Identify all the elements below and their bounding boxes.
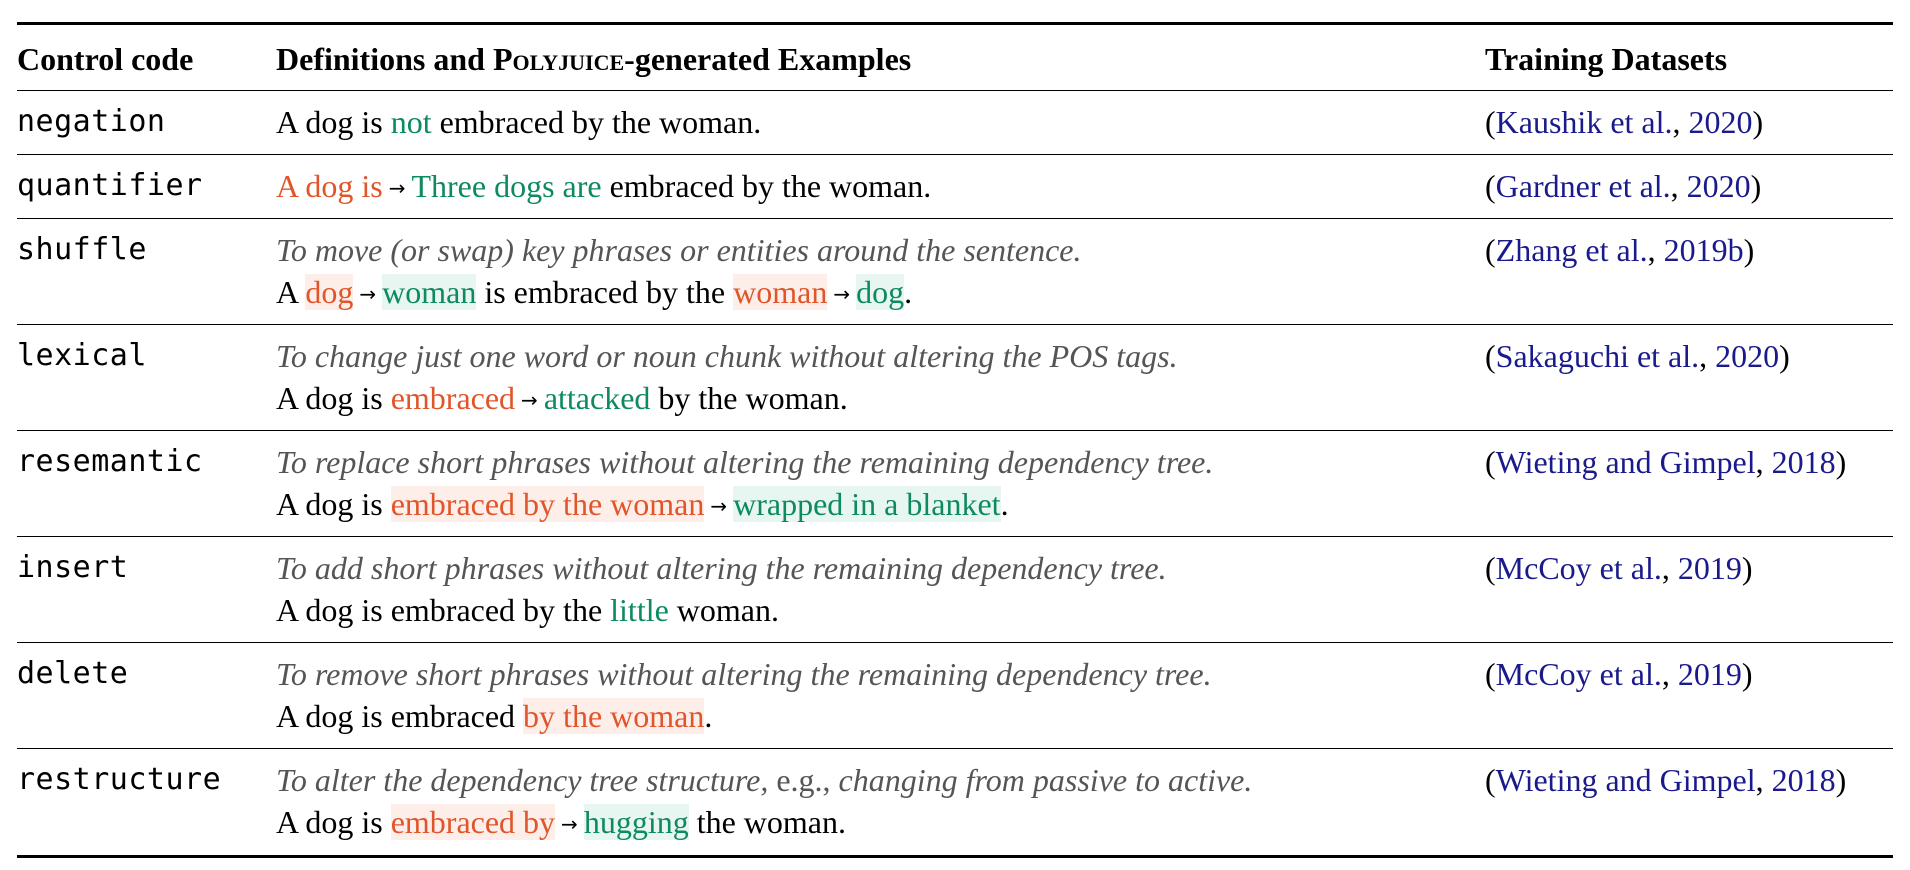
polyjuice-brand: Polyjuice xyxy=(492,40,625,77)
citation: (Gardner et al., 2020) xyxy=(1485,168,1762,204)
example: A dog is embraced by the woman → wrapped i… xyxy=(276,486,1009,522)
example: A dog is embraced by → hugging the woman. xyxy=(276,804,846,840)
table-row: quantifier A dog is → Three dogs are embra… xyxy=(17,155,1893,219)
citation: (McCoy et al., 2019) xyxy=(1485,550,1753,586)
citation: (McCoy et al., 2019) xyxy=(1485,656,1753,692)
citation: (Wieting and Gimpel, 2018) xyxy=(1485,762,1847,798)
inserted-text: Three dogs are xyxy=(411,168,602,204)
citation-year-link[interactable]: 2019 xyxy=(1677,550,1742,586)
definition: To move (or swap) key phrases or entitie… xyxy=(276,232,1082,268)
table-row: resemantic To replace short phrases with… xyxy=(17,431,1893,537)
header-training-datasets: Training Datasets xyxy=(1485,40,1728,77)
citation-year-link[interactable]: 2018 xyxy=(1771,444,1836,480)
citation-year-link[interactable]: 2018 xyxy=(1771,762,1836,798)
arrow-icon: → xyxy=(561,812,578,836)
citation-year-link[interactable]: 2020 xyxy=(1686,168,1751,204)
citation-year-link[interactable]: 2019 xyxy=(1677,656,1742,692)
arrow-icon: → xyxy=(521,388,538,412)
control-code: lexical xyxy=(17,338,147,373)
citation-author-link[interactable]: McCoy et al. xyxy=(1495,550,1662,586)
table-row: shuffle To move (or swap) key phrases or… xyxy=(17,219,1893,325)
control-code: insert xyxy=(17,550,129,585)
citation-author-link[interactable]: McCoy et al. xyxy=(1495,656,1662,692)
table-row: restructure To alter the dependency tree… xyxy=(17,749,1893,855)
deleted-text: embraced by xyxy=(390,804,556,840)
control-code: delete xyxy=(17,656,129,691)
inserted-text: hugging xyxy=(583,804,689,840)
deleted-text: dog xyxy=(305,274,354,310)
inserted-text: wrapped in a blanket xyxy=(733,486,1001,522)
citation-author-link[interactable]: Zhang et al. xyxy=(1495,232,1648,268)
inserted-text: dog xyxy=(856,274,905,310)
control-code: negation xyxy=(17,104,166,139)
definition: To remove short phrases without altering… xyxy=(276,656,1212,692)
example: A dog is embraced by the woman. xyxy=(276,698,713,734)
control-code: quantifier xyxy=(17,168,203,203)
deleted-text: A dog is xyxy=(276,168,383,204)
example: A dog is → Three dogs are embraced by the … xyxy=(276,168,932,204)
control-code: resemantic xyxy=(17,444,203,479)
arrow-icon: → xyxy=(388,176,406,200)
citation-author-link[interactable]: Wieting and Gimpel xyxy=(1495,444,1756,480)
table-header: Control code Definitions and Polyjuice-g… xyxy=(17,25,1893,91)
arrow-icon: → xyxy=(710,494,728,518)
inserted-text: not xyxy=(390,104,432,140)
table-row: lexical To change just one word or noun … xyxy=(17,325,1893,431)
arrow-icon: → xyxy=(359,282,377,306)
definition: To replace short phrases without alterin… xyxy=(276,444,1214,480)
definition: To add short phrases without altering th… xyxy=(276,550,1167,586)
inserted-text: attacked xyxy=(543,380,651,416)
citation-year-link[interactable]: 2020 xyxy=(1688,104,1753,140)
example: A dog is embraced → attacked by the woman. xyxy=(276,380,848,416)
example: A dog → woman is embraced by the woman → dog… xyxy=(276,274,913,310)
citation: (Zhang et al., 2019b) xyxy=(1485,232,1755,268)
inserted-text: woman xyxy=(382,274,477,310)
inserted-text: little xyxy=(610,592,669,628)
citation-year-link[interactable]: 2020 xyxy=(1715,338,1780,374)
header-control-code: Control code xyxy=(17,40,194,77)
example: A dog is embraced by the little woman. xyxy=(276,592,779,628)
citation-author-link[interactable]: Wieting and Gimpel xyxy=(1495,762,1756,798)
table-row: negation A dog is not embraced by the wo… xyxy=(17,91,1893,155)
table-row: delete To remove short phrases without a… xyxy=(17,643,1893,749)
citation-author-link[interactable]: Gardner et al. xyxy=(1495,168,1671,204)
example: A dog is not embraced by the woman. xyxy=(276,104,762,140)
citation: (Sakaguchi et al., 2020) xyxy=(1485,338,1790,374)
definition: To alter the dependency tree structure, … xyxy=(276,762,1253,798)
citation: (Wieting and Gimpel, 2018) xyxy=(1485,444,1847,480)
table-row: insert To add short phrases without alte… xyxy=(17,537,1893,643)
control-code: shuffle xyxy=(17,232,147,267)
header-definitions: Definitions and Polyjuice-generated Exam… xyxy=(276,40,912,77)
control-code: restructure xyxy=(17,762,222,797)
citation-author-link[interactable]: Sakaguchi et al. xyxy=(1495,338,1700,374)
arrow-icon: → xyxy=(833,282,851,306)
definition: To change just one word or noun chunk wi… xyxy=(276,338,1178,374)
citation-author-link[interactable]: Kaushik et al. xyxy=(1495,104,1673,140)
deleted-text: woman xyxy=(733,274,828,310)
citation-year-link[interactable]: 2019b xyxy=(1663,232,1744,268)
citation: (Kaushik et al., 2020) xyxy=(1485,104,1764,140)
control-codes-table: Control code Definitions and Polyjuice-g… xyxy=(17,22,1893,858)
deleted-text: by the woman xyxy=(523,698,705,734)
deleted-text: embraced by the woman xyxy=(390,486,705,522)
deleted-text: embraced xyxy=(390,380,516,416)
